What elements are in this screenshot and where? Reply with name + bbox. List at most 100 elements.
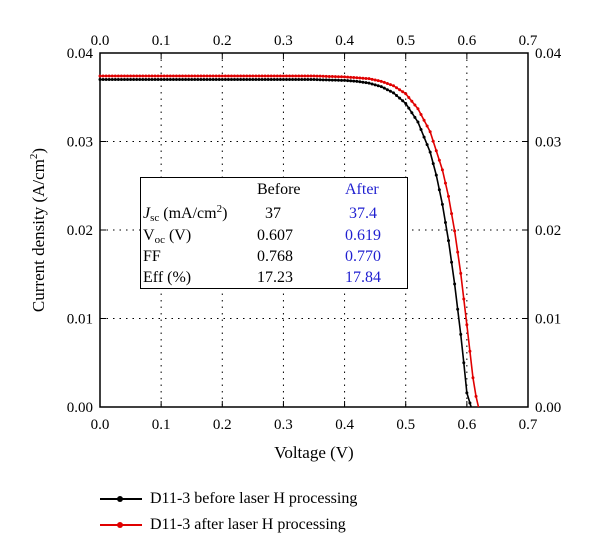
legend: D11-3 before laser H processing D11-3 af…: [100, 486, 520, 538]
data-point: [422, 135, 426, 139]
data-point: [404, 92, 408, 96]
data-point: [340, 75, 344, 79]
x-tick-label-top: 0.0: [91, 33, 110, 49]
x-tick-label-top: 0.4: [335, 33, 354, 49]
data-point: [474, 394, 478, 398]
data-point: [306, 78, 310, 82]
jsc-sup: 2: [216, 203, 223, 215]
data-point: [236, 74, 240, 78]
legend-swatch-after: [100, 518, 142, 532]
data-point: [223, 78, 227, 82]
data-point: [303, 74, 307, 78]
data-point: [135, 74, 139, 78]
data-point: [104, 78, 108, 82]
data-point: [404, 101, 408, 105]
jsc-sub: sc: [150, 212, 160, 224]
data-point: [388, 83, 392, 87]
data-point: [349, 79, 353, 83]
data-point: [190, 74, 194, 78]
data-point: [278, 78, 282, 82]
data-point: [233, 78, 237, 82]
data-point: [245, 74, 249, 78]
data-point: [153, 78, 157, 82]
data-point: [278, 74, 282, 78]
data-point: [116, 74, 120, 78]
data-point: [401, 99, 405, 103]
y-axis-label-main: Current density (A/cm: [29, 159, 48, 312]
data-point: [263, 78, 267, 82]
data-point: [318, 74, 322, 78]
data-point: [312, 78, 316, 82]
data-point: [358, 76, 362, 80]
data-point: [410, 99, 414, 103]
data-point: [266, 78, 270, 82]
y-tick-label-right: 0.02: [535, 223, 561, 239]
data-point: [398, 88, 402, 92]
data-point: [379, 79, 383, 83]
data-point: [233, 74, 237, 78]
data-point: [367, 77, 371, 81]
data-point: [349, 75, 353, 79]
table-ff-after: 0.770: [345, 248, 381, 265]
data-point: [98, 78, 102, 82]
table-voc-after: 0.619: [345, 227, 381, 244]
data-point: [156, 74, 160, 78]
data-point: [272, 74, 276, 78]
data-point: [104, 74, 108, 78]
x-tick-label: 0.7: [519, 417, 538, 433]
data-point: [226, 78, 230, 82]
data-point: [343, 75, 347, 79]
data-point: [373, 78, 377, 82]
legend-swatch-before: [100, 492, 142, 506]
data-point: [251, 78, 255, 82]
x-tick-label: 0.2: [213, 417, 232, 433]
data-point: [453, 282, 457, 286]
data-point: [382, 86, 386, 90]
x-tick-label-top: 0.6: [457, 33, 476, 49]
voc-symbol: V: [143, 227, 155, 244]
data-point: [459, 271, 463, 275]
data-point: [385, 88, 389, 92]
y-axis-label-sup: 2: [28, 154, 40, 160]
data-point: [379, 85, 383, 89]
x-axis-label: Voltage (V): [274, 443, 353, 462]
data-point: [171, 78, 175, 82]
data-point: [462, 361, 466, 365]
data-point: [346, 79, 350, 83]
data-point: [416, 120, 420, 124]
data-point: [333, 78, 337, 82]
data-point: [395, 86, 399, 90]
jsc-unit: (mA/cm: [159, 205, 217, 222]
data-point: [110, 74, 114, 78]
data-point: [428, 130, 432, 134]
jsc-symbol: J: [143, 205, 151, 222]
data-point: [107, 78, 111, 82]
data-point: [174, 74, 178, 78]
data-point: [468, 401, 472, 405]
table-header-after: After: [345, 181, 379, 198]
y-tick-label: 0.00: [67, 400, 93, 416]
y-axis-label-end: ): [29, 148, 48, 154]
table-eff-after: 17.84: [345, 269, 381, 286]
data-point: [165, 74, 169, 78]
data-point: [174, 78, 178, 82]
data-point: [217, 74, 221, 78]
x-tick-label: 0.3: [274, 417, 293, 433]
data-point: [459, 332, 463, 336]
data-point: [138, 74, 142, 78]
data-point: [468, 349, 472, 353]
data-point: [437, 188, 441, 192]
data-point: [297, 78, 301, 82]
data-point: [156, 78, 160, 82]
data-point: [248, 74, 252, 78]
data-point: [321, 78, 325, 82]
table-row-eff-label: Eff (%): [143, 269, 192, 286]
data-point: [236, 78, 240, 82]
data-point: [196, 74, 200, 78]
data-point: [168, 78, 172, 82]
data-point: [223, 74, 227, 78]
data-point: [336, 78, 340, 82]
data-point: [187, 74, 191, 78]
x-tick-label-top: 0.2: [213, 33, 232, 49]
data-point: [355, 79, 359, 83]
